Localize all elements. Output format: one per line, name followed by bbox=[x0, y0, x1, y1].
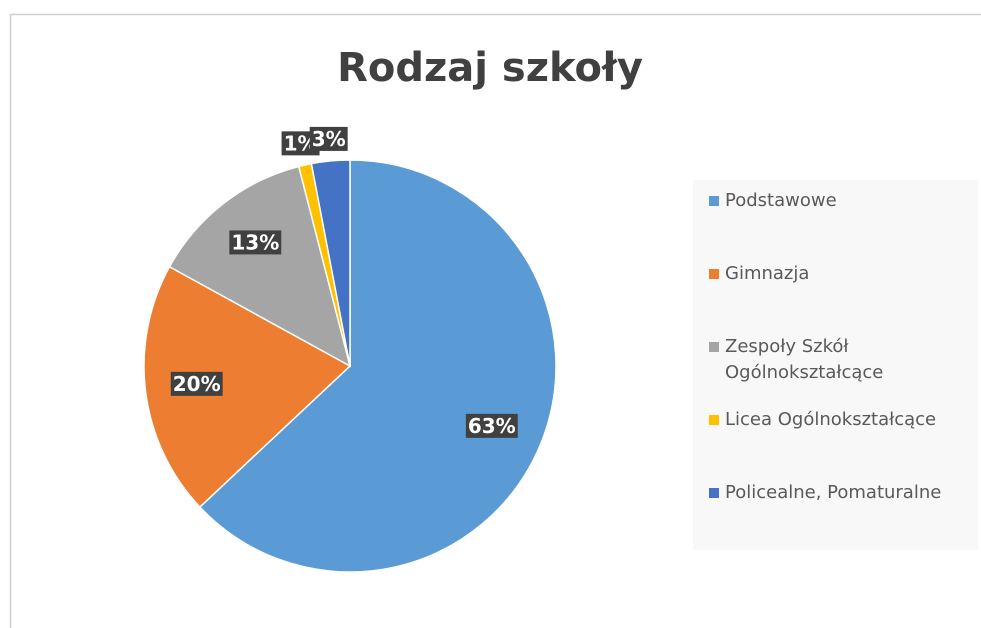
legend-swatch bbox=[709, 196, 719, 206]
legend-label: Zespoły Szkół Ogólnokształcące bbox=[725, 336, 884, 383]
legend-entry: Policealne, Pomaturalne bbox=[709, 480, 964, 553]
legend-swatch bbox=[709, 342, 719, 352]
legend-swatch bbox=[709, 488, 719, 498]
data-label-bg bbox=[170, 371, 223, 396]
legend-label: Gimnazja bbox=[725, 263, 810, 284]
legend-label: Licea Ogólnokształcące bbox=[725, 409, 937, 430]
pie-slice bbox=[198, 159, 557, 573]
chart-title: Rodzaj szkoły bbox=[337, 45, 643, 91]
legend-entry: Gimnazja bbox=[709, 261, 964, 334]
data-label-bg bbox=[465, 413, 518, 438]
legend-entry: Podstawowe bbox=[709, 188, 964, 261]
data-label: 13% bbox=[231, 230, 279, 254]
data-label-bg bbox=[309, 126, 348, 151]
pie-slice bbox=[310, 159, 351, 367]
data-label: 20% bbox=[173, 372, 221, 396]
pie-slice bbox=[143, 265, 352, 509]
legend-label: Podstawowe bbox=[725, 190, 837, 211]
pie-slice bbox=[168, 165, 352, 368]
data-label: 3% bbox=[312, 127, 346, 151]
legend-label: Policealne, Pomaturalne bbox=[725, 482, 942, 503]
legend-swatch bbox=[709, 415, 719, 425]
legend-entry: Licea Ogólnokształcące bbox=[709, 407, 964, 480]
legend-entry: Zespoły Szkół Ogólnokształcące bbox=[709, 334, 964, 407]
legend-swatch bbox=[709, 269, 719, 279]
legend: Podstawowe Gimnazja Zespoły Szkół Ogólnoks… bbox=[693, 180, 978, 550]
data-label-bg bbox=[229, 230, 282, 255]
data-label: 63% bbox=[468, 414, 516, 438]
